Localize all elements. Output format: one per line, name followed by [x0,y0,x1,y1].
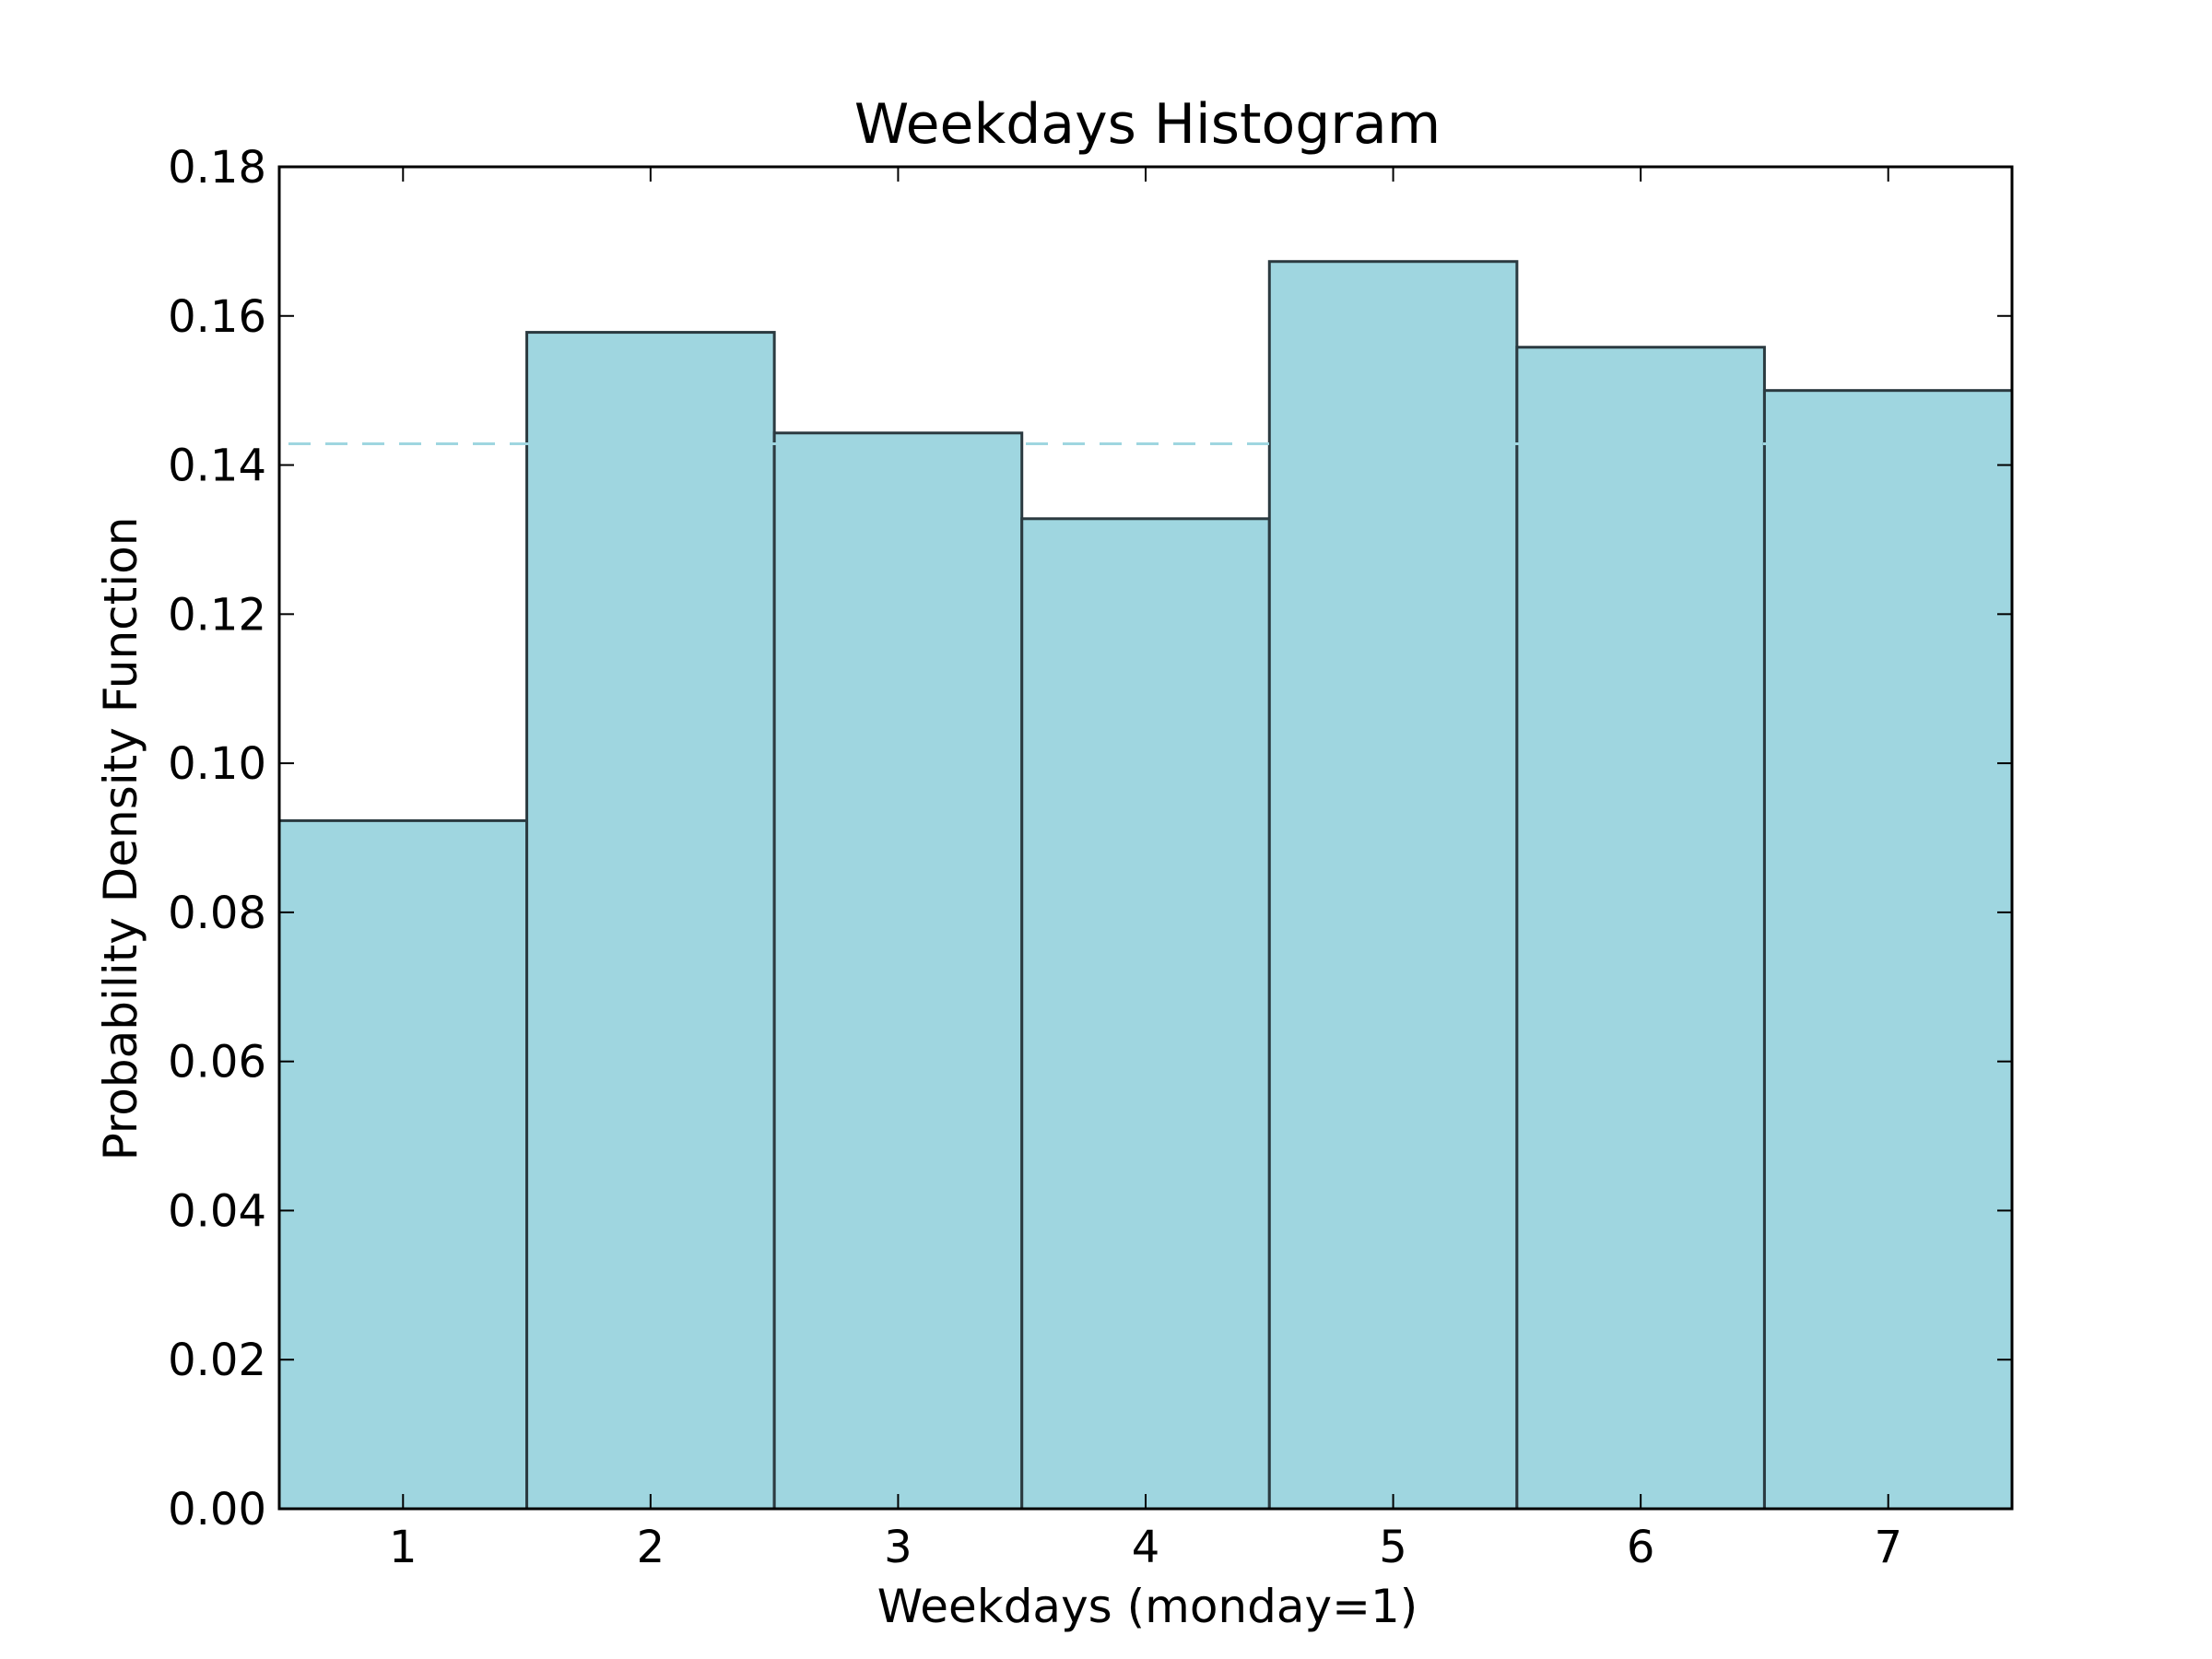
y-tick-label: 0.16 [168,291,266,343]
chart-title: Weekdays Histogram [854,92,1441,157]
x-tick-label: 6 [1627,1522,1655,1573]
x-tick-label: 5 [1379,1522,1407,1573]
bar-3 [772,431,1024,1511]
x-tick-label: 7 [1874,1522,1902,1573]
y-tick-label: 0.18 [168,142,266,194]
y-tick-label: 0.00 [168,1484,266,1535]
y-axis-label: Probability Density Function [94,517,147,1161]
y-tick-label: 0.06 [168,1037,266,1088]
ticks-layer: 0.00 0.02 0.04 0.06 0.08 0.10 0.12 0.14 0.16 0.18… [168,142,2012,1573]
y-tick-label: 0.12 [168,589,266,641]
y-tick-label: 0.04 [168,1185,266,1237]
x-axis-label: Weekdays (monday=1) [877,1580,1418,1633]
x-tick-label: 2 [637,1522,665,1573]
x-tick-label: 1 [389,1522,418,1573]
y-tick-label: 0.02 [168,1335,266,1386]
bars-layer [277,260,2014,1511]
bar-2 [525,331,776,1511]
bar-5 [1267,260,1519,1511]
x-tick-label: 3 [884,1522,912,1573]
x-tick-label: 4 [1132,1522,1160,1573]
bar-1 [277,818,529,1511]
bar-7 [1762,389,2014,1511]
y-tick-label: 0.08 [168,888,266,939]
bar-4 [1020,517,1271,1511]
bar-6 [1515,346,1766,1511]
y-tick-label: 0.14 [168,441,266,492]
y-tick-label: 0.10 [168,738,266,790]
